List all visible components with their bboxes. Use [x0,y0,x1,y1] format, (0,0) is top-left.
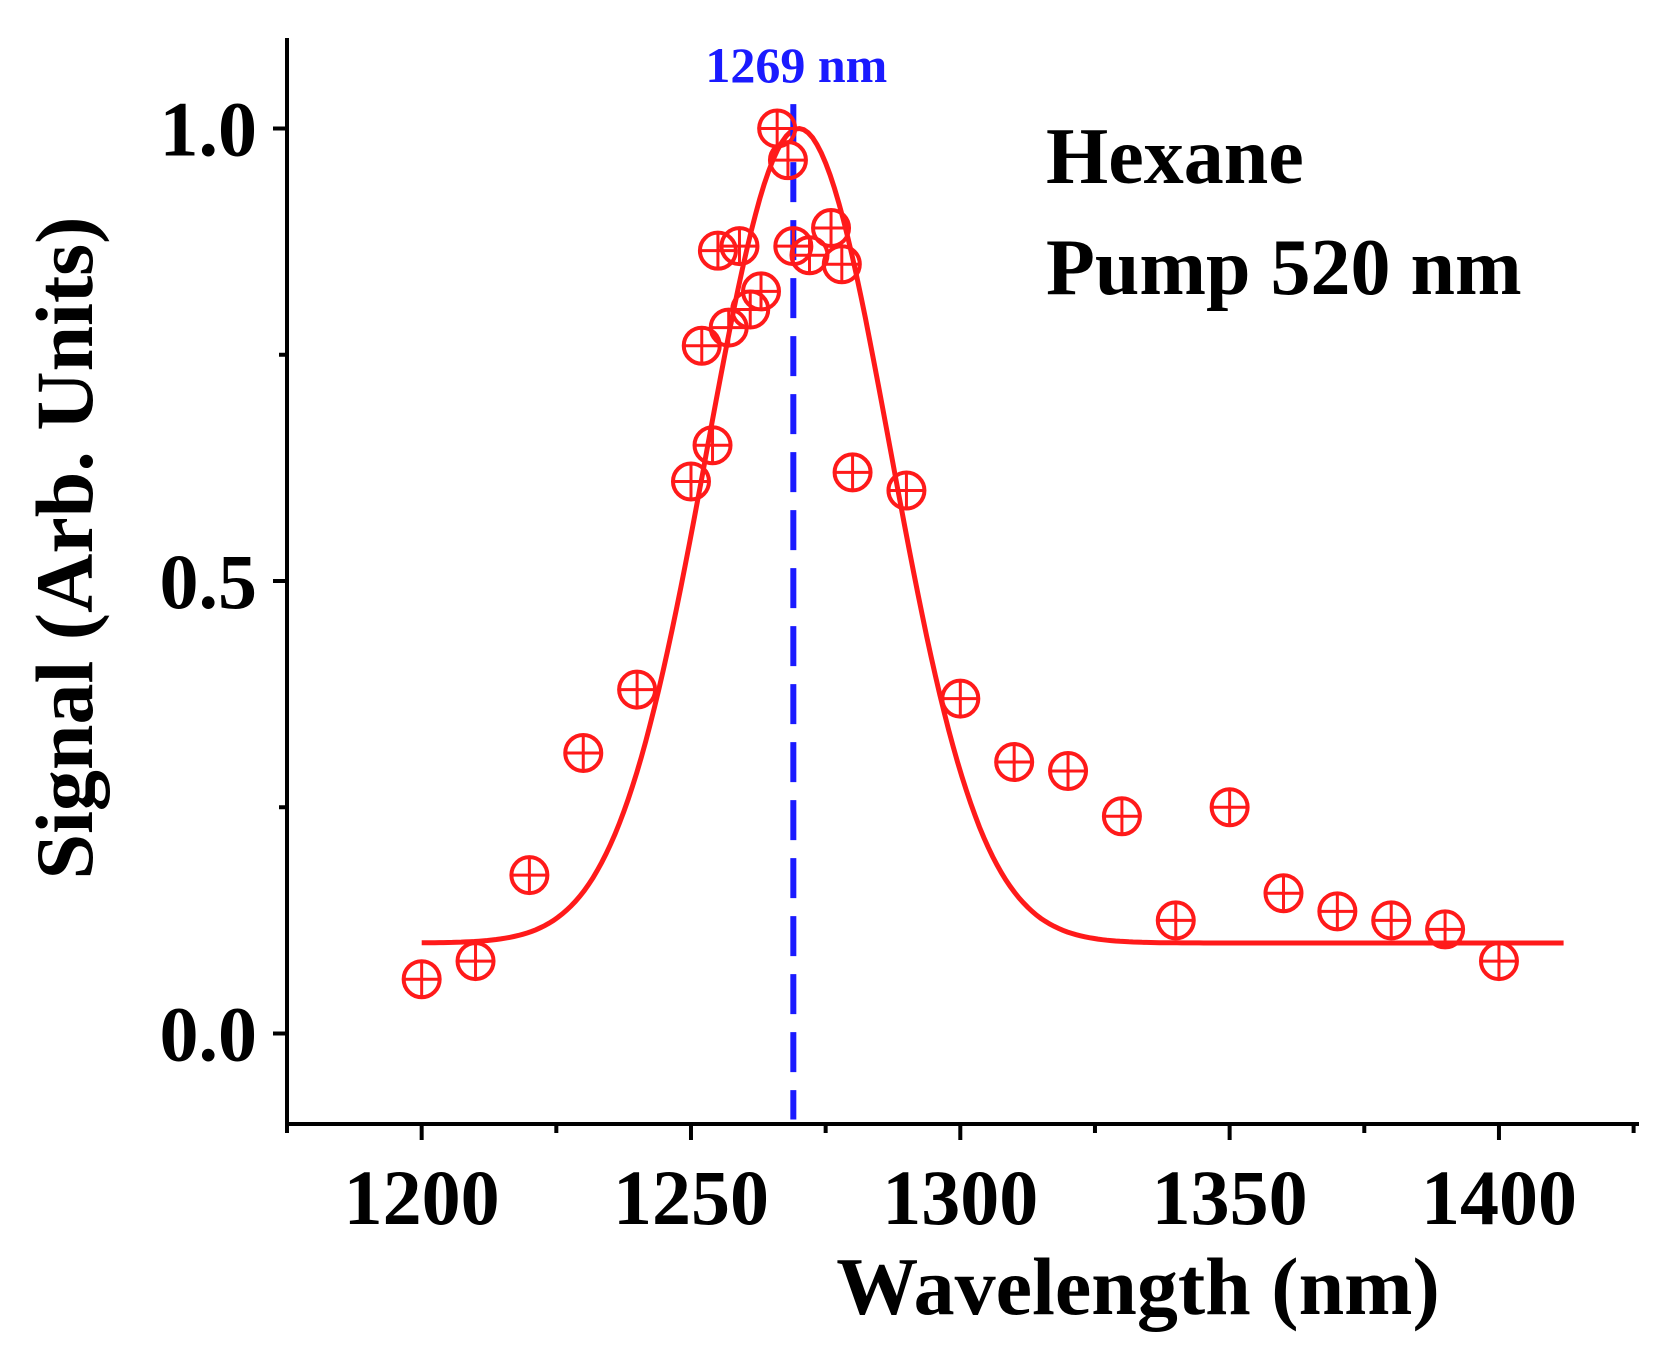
labels-layer: Signal (Arb. Units) Wavelength (nm) Hexa… [19,86,1577,1333]
data-point [994,742,1035,782]
data-point [940,678,981,719]
gaussian-fit-curve [421,125,1564,946]
data-point [455,941,496,982]
fit-layer [421,125,1564,946]
x-axis-title: Wavelength (nm) [836,1241,1440,1332]
peak-layer: 1269 nm [705,37,887,1120]
data-point [1371,900,1412,941]
points-layer [401,108,1519,1000]
data-point [617,669,658,710]
data-point [886,470,927,511]
peak-wavelength-label: 1269 nm [705,37,887,93]
data-point [1263,873,1304,914]
axes-layer [273,38,1639,1140]
data-point [697,230,738,271]
data-point [1155,900,1196,941]
annotation-pump: Pump 520 nm [1046,224,1522,312]
data-point [821,244,862,285]
data-point [789,235,830,276]
data-point [401,959,442,1000]
data-point [692,425,733,466]
data-point [509,855,550,896]
data-point [670,461,711,502]
data-point [719,226,760,267]
x-tick-label: 1200 [344,1154,500,1241]
data-point [1209,787,1250,828]
y-axis-title: Signal (Arb. Units) [19,217,110,880]
data-point [708,307,749,348]
x-tick-label: 1250 [613,1154,769,1241]
data-point [1478,941,1519,982]
data-point [767,140,808,181]
data-point [741,271,782,312]
data-point [811,208,852,249]
data-point [1317,891,1358,932]
data-point [832,452,873,493]
data-point [563,732,604,773]
x-tick-label: 1400 [1421,1154,1577,1241]
annotation-solvent: Hexane [1046,113,1304,201]
y-tick-label: 1.0 [160,86,258,173]
data-point [1048,751,1089,792]
data-point [1425,909,1466,950]
x-tick-label: 1300 [882,1154,1038,1241]
y-tick-label: 0.5 [160,538,258,625]
data-point [1101,796,1142,837]
data-point [681,325,722,366]
x-tick-label: 1350 [1152,1154,1308,1241]
y-tick-label: 0.0 [160,991,258,1078]
